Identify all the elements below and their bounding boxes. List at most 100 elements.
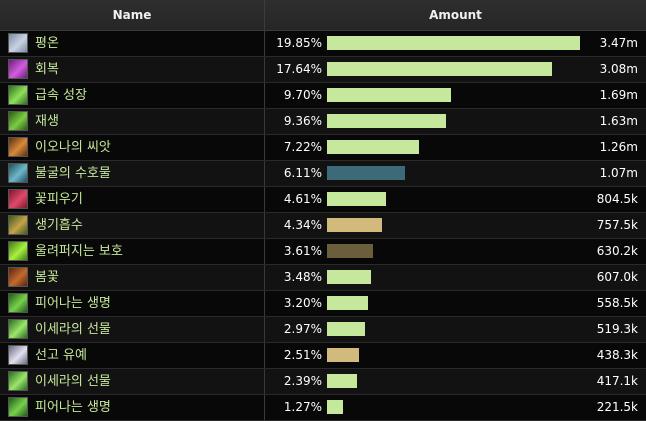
- amount-value: 519.3k: [596, 322, 638, 336]
- percent-value: 9.70%: [283, 88, 322, 102]
- percent-value: 3.20%: [283, 296, 322, 310]
- reprieve-icon: [8, 345, 28, 365]
- spell-name[interactable]: 불굴의 수호물: [35, 166, 111, 181]
- amount-value: 630.2k: [596, 244, 638, 258]
- amount-value: 804.5k: [596, 192, 638, 206]
- amount-value: 607.0k: [596, 270, 638, 284]
- table-header: Name Amount: [0, 0, 646, 31]
- amount-value: 1.69m: [599, 88, 638, 102]
- name-cell: 꽃피우기: [0, 187, 265, 212]
- percent-value: 9.36%: [283, 114, 322, 128]
- percent-value: 2.97%: [283, 322, 322, 336]
- amount-value: 438.3k: [596, 348, 638, 362]
- table-row[interactable]: 회복 17.64% 3.08m: [0, 57, 646, 83]
- spell-name[interactable]: 봄꽃: [35, 270, 59, 285]
- percent-value: 7.22%: [283, 140, 322, 154]
- amount-value: 1.26m: [599, 140, 638, 154]
- tranquility-icon: [8, 33, 28, 53]
- amount-bar: [327, 140, 419, 154]
- spell-name[interactable]: 울려퍼지는 보호: [35, 244, 123, 259]
- percent-value: 17.64%: [276, 62, 322, 76]
- spell-name[interactable]: 이세라의 선물: [35, 374, 111, 389]
- name-cell: 평온: [0, 31, 265, 56]
- lifebloom-icon: [8, 293, 28, 313]
- name-cell: 재생: [0, 109, 265, 134]
- amount-value: 1.07m: [599, 166, 638, 180]
- amount-bar: [327, 400, 343, 414]
- amount-bar: [327, 348, 359, 362]
- name-cell: 이세라의 선물: [0, 369, 265, 394]
- regrowth-icon: [8, 59, 28, 79]
- ysera-gift-icon: [8, 371, 28, 391]
- table-row[interactable]: 꽃피우기 4.61% 804.5k: [0, 187, 646, 213]
- amount-bar: [327, 322, 365, 336]
- table-row[interactable]: 재생 9.36% 1.63m: [0, 109, 646, 135]
- amount-value: 757.5k: [596, 218, 638, 232]
- seed-icon: [8, 137, 28, 157]
- amount-bar: [327, 36, 580, 50]
- name-cell: 피어나는 생명: [0, 291, 265, 316]
- amount-bar: [327, 374, 357, 388]
- name-cell: 불굴의 수호물: [0, 161, 265, 186]
- percent-value: 3.61%: [283, 244, 322, 258]
- spell-name[interactable]: 피어나는 생명: [35, 296, 111, 311]
- table-row[interactable]: 봄꽃 3.48% 607.0k: [0, 265, 646, 291]
- table-row[interactable]: 급속 성장 9.70% 1.69m: [0, 83, 646, 109]
- lifebloom-icon: [8, 397, 28, 417]
- amount-value: 3.08m: [599, 62, 638, 76]
- table-row[interactable]: 피어나는 생명 1.27% 221.5k: [0, 395, 646, 421]
- amount-bar: [327, 244, 373, 258]
- ysera-gift-icon: [8, 319, 28, 339]
- table-row[interactable]: 피어나는 생명 3.20% 558.5k: [0, 291, 646, 317]
- spell-name[interactable]: 피어나는 생명: [35, 400, 111, 415]
- table-row[interactable]: 평온 19.85% 3.47m: [0, 31, 646, 57]
- spell-name[interactable]: 선고 유예: [35, 348, 87, 363]
- amount-value: 558.5k: [596, 296, 638, 310]
- name-cell: 이세라의 선물: [0, 317, 265, 342]
- wild-growth-icon: [8, 85, 28, 105]
- spell-name[interactable]: 생기흡수: [35, 218, 83, 233]
- amount-bar: [327, 62, 552, 76]
- leech-icon: [8, 215, 28, 235]
- spell-name[interactable]: 재생: [35, 114, 59, 129]
- name-cell: 선고 유예: [0, 343, 265, 368]
- spell-name[interactable]: 회복: [35, 62, 59, 77]
- amount-bar: [327, 192, 386, 206]
- name-cell: 봄꽃: [0, 265, 265, 290]
- name-cell: 울려퍼지는 보호: [0, 239, 265, 264]
- spell-name[interactable]: 이세라의 선물: [35, 322, 111, 337]
- percent-value: 2.51%: [283, 348, 322, 362]
- table-row[interactable]: 이세라의 선물 2.97% 519.3k: [0, 317, 646, 343]
- name-cell: 생기흡수: [0, 213, 265, 238]
- amount-value: 417.1k: [596, 374, 638, 388]
- amount-bar: [327, 218, 382, 232]
- table-row[interactable]: 불굴의 수호물 6.11% 1.07m: [0, 161, 646, 187]
- amount-value: 1.63m: [599, 114, 638, 128]
- spell-name[interactable]: 꽃피우기: [35, 192, 83, 207]
- ward-icon: [8, 241, 28, 261]
- percent-value: 4.34%: [283, 218, 322, 232]
- table-row[interactable]: 이오나의 씨앗 7.22% 1.26m: [0, 135, 646, 161]
- table-row[interactable]: 선고 유예 2.51% 438.3k: [0, 343, 646, 369]
- name-cell: 회복: [0, 57, 265, 82]
- spell-name[interactable]: 평온: [35, 36, 59, 51]
- percent-value: 4.61%: [283, 192, 322, 206]
- percent-value: 6.11%: [283, 166, 322, 180]
- table-row[interactable]: 울려퍼지는 보호 3.61% 630.2k: [0, 239, 646, 265]
- percent-value: 3.48%: [283, 270, 322, 284]
- percent-value: 2.39%: [283, 374, 322, 388]
- rejuvenation-icon: [8, 111, 28, 131]
- amount-bar: [327, 166, 405, 180]
- amount-bar: [327, 88, 451, 102]
- percent-value: 1.27%: [283, 400, 322, 414]
- column-header-name[interactable]: Name: [0, 0, 265, 30]
- bloom-icon: [8, 189, 28, 209]
- table-row[interactable]: 생기흡수 4.34% 757.5k: [0, 213, 646, 239]
- name-cell: 피어나는 생명: [0, 395, 265, 420]
- amount-bar: [327, 270, 371, 284]
- spell-name[interactable]: 급속 성장: [35, 88, 87, 103]
- spell-name[interactable]: 이오나의 씨앗: [35, 140, 111, 155]
- table-row[interactable]: 이세라의 선물 2.39% 417.1k: [0, 369, 646, 395]
- column-header-amount[interactable]: Amount: [429, 8, 482, 22]
